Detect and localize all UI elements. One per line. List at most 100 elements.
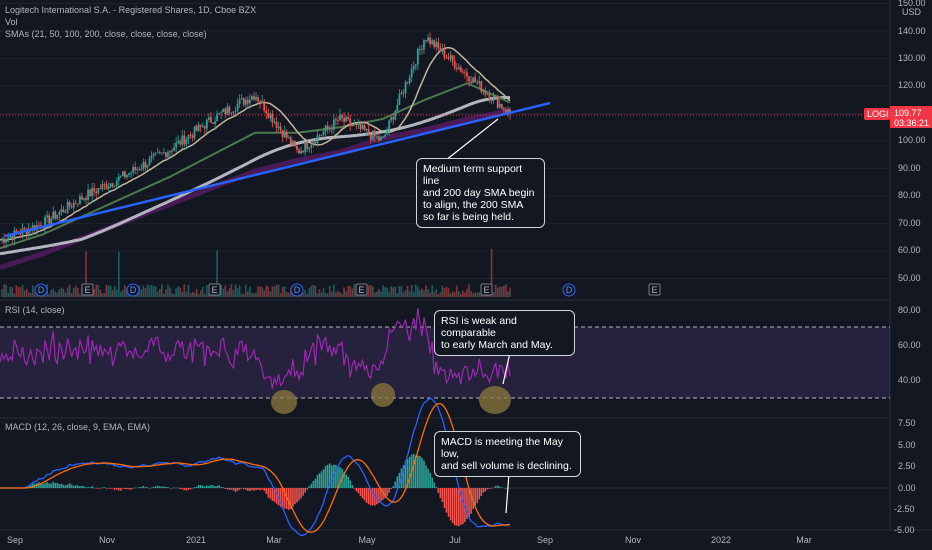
- macd-histogram-bar: [161, 486, 163, 488]
- rsi-annotation[interactable]: RSI is weak and comparable to early Marc…: [434, 310, 575, 356]
- candle-body: [253, 96, 255, 100]
- macd-histogram-bar: [472, 488, 474, 510]
- volume-bar: [247, 291, 249, 297]
- volume-bar: [5, 284, 7, 297]
- volume-bar: [390, 286, 393, 297]
- macd-histogram-bar: [417, 455, 419, 488]
- svg-text:Mar: Mar: [266, 535, 282, 545]
- macd-histogram-bar: [126, 488, 128, 490]
- candle-body: [85, 198, 87, 201]
- volume-bar: [439, 292, 442, 297]
- macd-histogram-bar: [357, 488, 360, 494]
- price-axis[interactable]: 150.00 USD 140.00 130.00 120.00 100.00 9…: [898, 0, 926, 283]
- macd-histogram-bar: [449, 488, 452, 521]
- candle-body: [242, 98, 245, 105]
- candle-body: [54, 211, 57, 219]
- svg-text:60.00: 60.00: [898, 340, 921, 350]
- volume-bar: [435, 289, 438, 297]
- candle-body: [459, 67, 462, 72]
- volume-bar: [249, 286, 251, 297]
- candle-body: [375, 136, 378, 138]
- volume-bar: [109, 285, 112, 297]
- volume-bar: [394, 286, 397, 297]
- macd-histogram-bar: [171, 488, 173, 489]
- dividend-marker: D: [562, 283, 576, 297]
- volume-bar: [425, 285, 427, 297]
- volume-bar: [156, 291, 159, 297]
- macd-histogram-bar: [501, 487, 503, 488]
- macd-histogram-bar: [386, 488, 388, 496]
- macd-line: [0, 397, 511, 537]
- volume-bar: [161, 284, 163, 297]
- macd-annotation[interactable]: MACD is meeting the May low, and sell vo…: [434, 431, 581, 477]
- macd-histogram-bar: [275, 488, 278, 504]
- candle-body: [220, 112, 223, 113]
- macd-histogram-bar: [425, 465, 427, 488]
- volume-bar: [331, 291, 333, 297]
- macd-histogram-bar: [48, 483, 50, 488]
- macd-histogram-bar: [421, 458, 423, 488]
- macd-histogram-bar: [169, 488, 171, 489]
- volume-bar: [64, 292, 67, 297]
- event-markers[interactable]: D E D E D E E D: [34, 283, 661, 297]
- volume-bar: [322, 288, 325, 297]
- macd-histogram-bar: [138, 487, 141, 488]
- volume-bar: [21, 284, 24, 297]
- svg-text:E: E: [211, 285, 217, 295]
- macd-histogram-bar: [97, 488, 100, 489]
- macd-histogram-bar: [72, 485, 75, 488]
- macd-histogram-bar: [208, 485, 210, 488]
- svg-text:E: E: [84, 285, 90, 295]
- macd-histogram-bar: [396, 476, 399, 488]
- svg-text:E: E: [358, 285, 364, 295]
- volume-bar: [140, 289, 143, 297]
- volume-label[interactable]: Vol: [5, 17, 18, 27]
- volume-bar: [220, 284, 223, 297]
- candle-body: [236, 103, 239, 111]
- sma-label[interactable]: SMAs (21, 50, 100, 200, close, close, cl…: [5, 29, 207, 39]
- candle-body: [332, 119, 335, 130]
- macd-histogram-bar: [453, 488, 456, 526]
- candle-body: [353, 124, 356, 126]
- candle-body: [46, 215, 49, 218]
- volume-bar: [27, 291, 30, 297]
- volume-bar: [335, 292, 337, 297]
- macd-histogram-bar: [390, 488, 393, 489]
- time-axis[interactable]: Sep Nov 2021 Mar May Jul Sep Nov 2022 Ma…: [7, 535, 812, 545]
- candle-body: [443, 48, 446, 58]
- svg-text:D: D: [566, 285, 573, 295]
- macd-histogram-bar: [214, 486, 216, 488]
- macd-histogram-bar: [222, 487, 225, 488]
- volume-bar: [208, 293, 210, 297]
- volume-bar: [427, 288, 429, 297]
- volume-bar: [312, 284, 315, 297]
- candle-body: [7, 237, 10, 241]
- candle-body: [146, 164, 149, 168]
- rsi-label[interactable]: RSI (14, close): [5, 305, 65, 315]
- chart-title[interactable]: Logitech International S.A. - Registered…: [5, 5, 256, 15]
- candle-body: [507, 109, 509, 113]
- volume-bar: [113, 286, 116, 297]
- candle-body: [365, 129, 368, 131]
- candle-body: [5, 240, 8, 243]
- volume-bar: [216, 250, 218, 297]
- macd-histogram-bar: [384, 488, 386, 499]
- svg-text:D: D: [38, 285, 45, 295]
- candle-body: [453, 60, 456, 68]
- price-annotation[interactable]: Medium term support line and 200 day SMA…: [416, 158, 545, 228]
- candle-body: [412, 66, 415, 69]
- earnings-marker: E: [648, 283, 661, 296]
- candle-body: [492, 96, 495, 101]
- candle-body: [384, 134, 386, 137]
- macd-histogram-bar: [429, 472, 431, 488]
- volume-bar: [232, 289, 235, 297]
- candle-body: [246, 99, 249, 104]
- candle-body: [427, 37, 429, 41]
- candle-body: [408, 77, 411, 83]
- macd-label[interactable]: MACD (12, 26, close, 9, EMA, EMA): [5, 422, 150, 432]
- dividend-marker: D: [290, 283, 304, 297]
- volume-bar: [60, 287, 63, 297]
- support-trendline[interactable]: [4, 101, 551, 238]
- candle-body: [62, 209, 65, 213]
